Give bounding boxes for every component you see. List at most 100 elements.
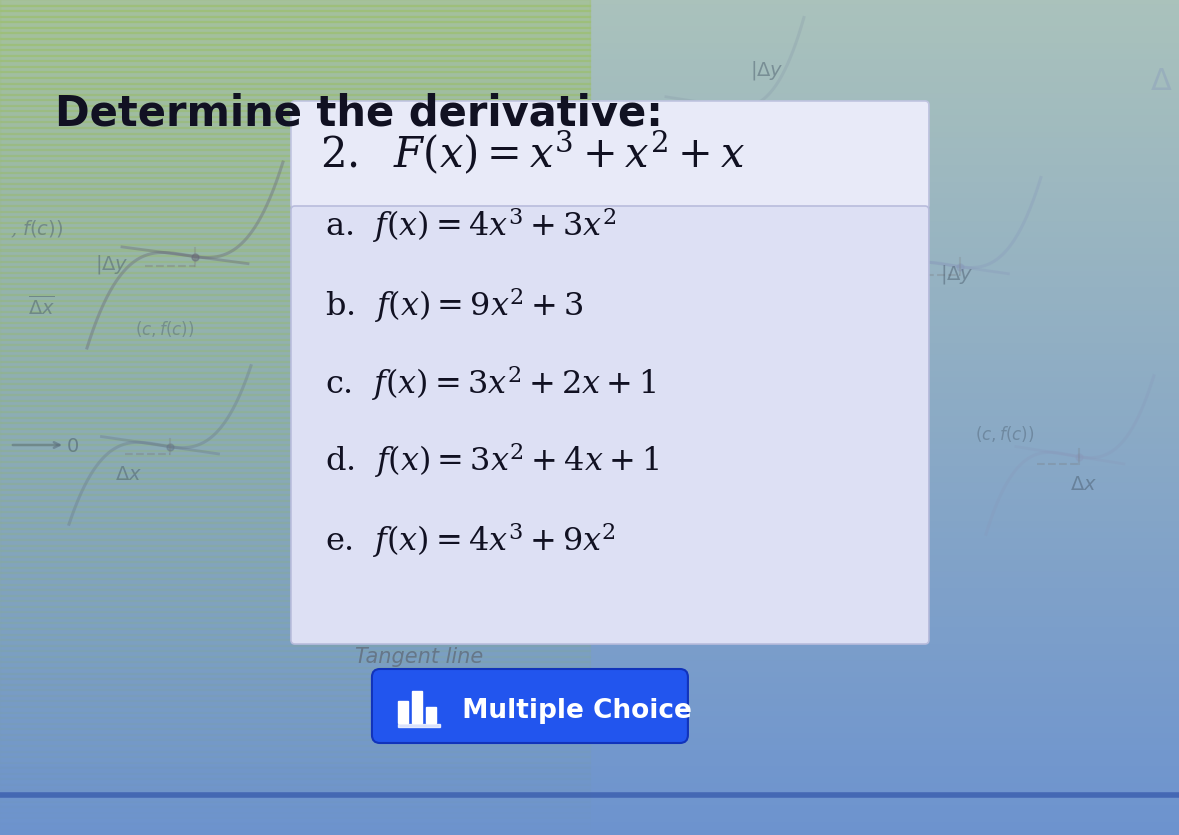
Bar [0, 344, 590, 351]
Bar [0, 394, 1179, 401]
Bar [0, 578, 1179, 584]
Bar [0, 706, 590, 712]
Text: $\Delta$: $\Delta$ [1150, 67, 1172, 96]
Bar [0, 183, 1179, 190]
Bar [0, 355, 590, 362]
Bar [0, 494, 1179, 501]
Bar [0, 0, 1179, 6]
Bar [0, 49, 1179, 56]
Bar [0, 717, 590, 724]
Bar [0, 689, 590, 696]
Bar [0, 567, 1179, 574]
Bar [0, 149, 590, 156]
Bar [0, 327, 1179, 334]
Bar [0, 338, 1179, 345]
Bar [0, 210, 1179, 217]
Bar [0, 617, 590, 624]
Bar [0, 216, 590, 223]
Bar [0, 555, 1179, 562]
Bar [0, 277, 1179, 284]
Bar [0, 494, 590, 501]
Bar [0, 762, 1179, 768]
Bar [0, 650, 1179, 657]
Bar [0, 350, 590, 357]
Bar [0, 778, 1179, 785]
Bar [0, 717, 1179, 724]
Bar [0, 255, 590, 261]
Bar [0, 695, 590, 701]
Bar [0, 600, 1179, 607]
Bar [0, 88, 1179, 94]
Bar [0, 611, 590, 618]
Bar [0, 628, 590, 635]
Bar [0, 511, 590, 518]
Bar [0, 734, 1179, 741]
Bar [0, 16, 590, 23]
Text: , $f(c))$: , $f(c))$ [9, 219, 64, 240]
Bar [0, 828, 1179, 835]
Bar [0, 722, 1179, 729]
Bar [0, 772, 590, 779]
Text: $2.\ \ F(x) = x^3 + x^2 + x$: $2.\ \ F(x) = x^3 + x^2 + x$ [320, 129, 745, 177]
Bar [0, 667, 1179, 674]
Bar [0, 405, 1179, 412]
Bar [0, 422, 1179, 428]
Bar [0, 795, 590, 802]
Bar [0, 261, 1179, 267]
Text: $|\Delta y$: $|\Delta y$ [750, 58, 784, 82]
Text: d.  $f(x) = 3x^2 + 4x + 1$: d. $f(x) = 3x^2 + 4x + 1$ [325, 441, 659, 480]
Bar [399, 724, 440, 727]
Bar [0, 544, 590, 551]
Bar [0, 405, 590, 412]
Bar [0, 483, 590, 490]
Bar [0, 522, 590, 529]
Bar [0, 751, 590, 757]
Bar [0, 417, 1179, 423]
Bar [0, 539, 590, 545]
Bar [0, 99, 590, 106]
Bar [0, 177, 1179, 184]
Bar [0, 751, 1179, 757]
Bar [0, 444, 590, 451]
Bar [0, 43, 590, 50]
Bar [0, 634, 590, 640]
Bar [0, 383, 590, 390]
Text: Multiple Choice: Multiple Choice [444, 698, 692, 724]
Bar [0, 488, 590, 495]
Bar [0, 121, 590, 128]
Bar [0, 450, 590, 457]
Bar [0, 110, 590, 117]
Bar [0, 711, 1179, 718]
Bar [0, 478, 1179, 484]
Bar [0, 188, 1179, 195]
Bar [0, 756, 590, 762]
Bar [0, 4, 1179, 11]
Bar [411, 691, 422, 723]
Bar [0, 438, 1179, 445]
Bar [0, 355, 1179, 362]
Bar [0, 221, 1179, 228]
Bar [0, 300, 590, 306]
Bar [0, 10, 590, 17]
Bar [0, 110, 1179, 117]
Bar [0, 321, 1179, 328]
Bar [0, 822, 590, 829]
Bar [0, 183, 590, 190]
Bar [0, 695, 1179, 701]
Bar [0, 634, 1179, 640]
Bar [0, 817, 1179, 824]
Bar [0, 728, 590, 735]
Bar [0, 255, 1179, 261]
Bar [0, 149, 1179, 156]
Bar [0, 650, 590, 657]
Bar [0, 789, 590, 796]
Bar [0, 27, 1179, 33]
Bar [0, 589, 590, 595]
Bar [0, 250, 1179, 256]
Bar [0, 127, 590, 134]
Bar [0, 54, 590, 61]
Bar [0, 767, 590, 774]
Bar [0, 500, 1179, 507]
Bar [0, 288, 1179, 295]
Bar [0, 661, 590, 668]
